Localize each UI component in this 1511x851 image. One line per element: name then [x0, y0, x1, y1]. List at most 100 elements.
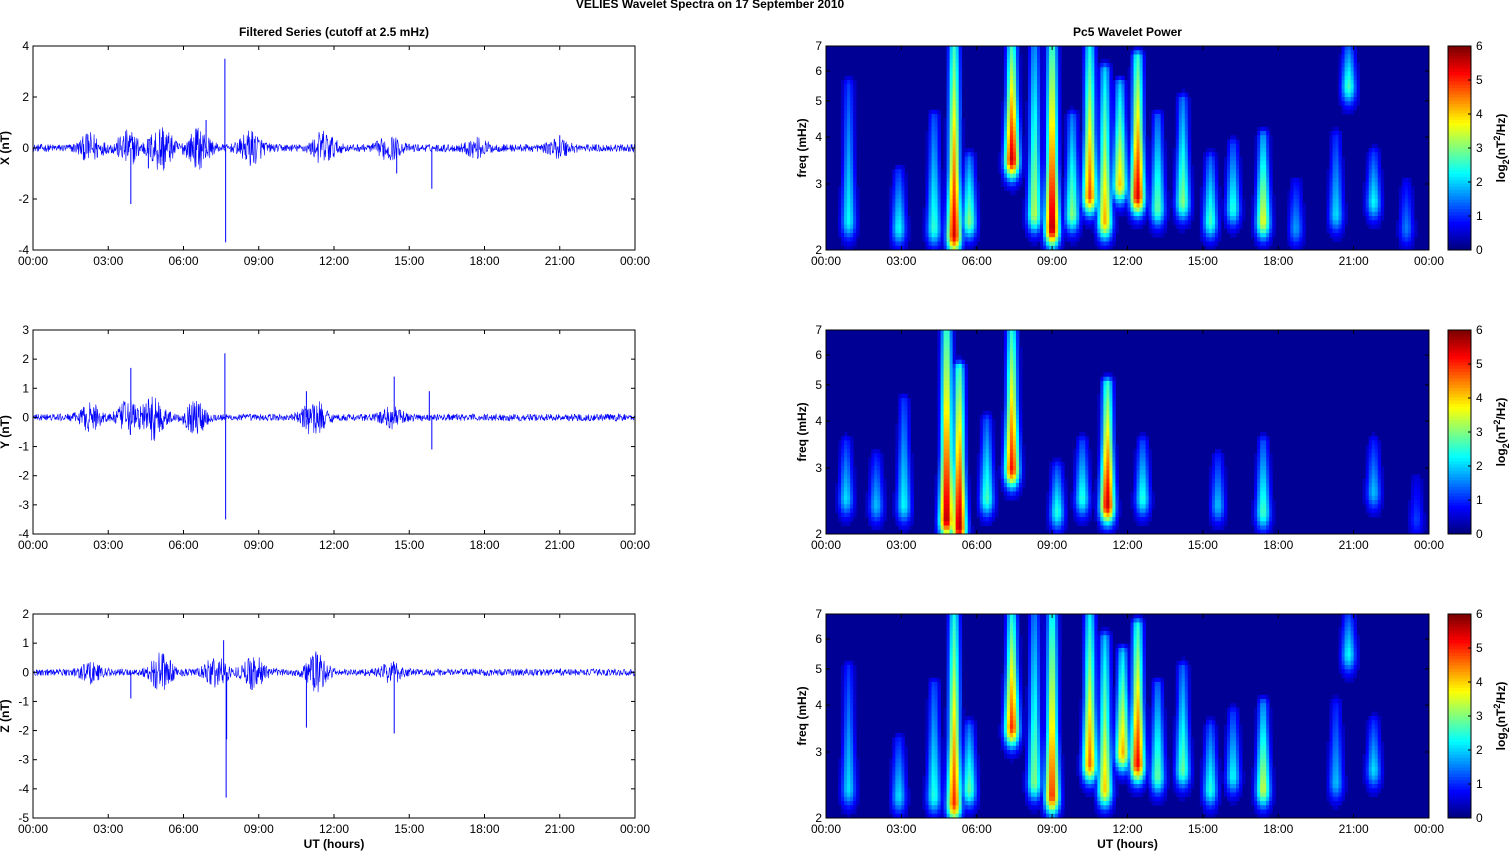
power-cell — [847, 203, 851, 208]
power-cell — [1145, 199, 1150, 204]
power-cell — [1266, 186, 1270, 191]
power-cell — [1012, 58, 1017, 64]
power-cell — [1208, 241, 1213, 247]
power-cell — [1142, 152, 1146, 157]
power-cell — [946, 88, 951, 94]
power-cell — [1043, 50, 1047, 55]
power-cell — [1338, 220, 1342, 225]
power-cell — [1269, 199, 1273, 204]
power-cell — [1326, 169, 1330, 174]
power-cell — [1350, 50, 1355, 55]
power-cell — [1332, 199, 1336, 204]
power-cell — [1335, 207, 1339, 213]
power-cell — [1015, 58, 1020, 64]
power-cell — [898, 393, 902, 399]
power-cell — [952, 330, 957, 335]
power-cell — [1115, 109, 1119, 115]
power-cell — [1076, 177, 1080, 183]
power-cell — [847, 118, 851, 123]
power-cell — [1018, 385, 1023, 390]
power-cell — [1070, 186, 1074, 191]
power-cell — [850, 143, 854, 149]
power-cell — [895, 245, 899, 251]
power-cell — [943, 203, 948, 208]
power-cell — [1353, 92, 1358, 98]
power-cell — [1073, 131, 1077, 136]
power-cell — [1070, 118, 1074, 123]
power-cell — [1236, 182, 1240, 187]
power-cell — [1136, 199, 1140, 204]
power-cell — [1344, 97, 1348, 102]
power-cell — [1091, 199, 1095, 204]
power-cell — [1142, 186, 1146, 191]
power-cell — [1335, 224, 1339, 230]
power-cell — [952, 152, 957, 157]
power-cell — [904, 228, 908, 234]
power-cell — [928, 177, 932, 183]
power-cell — [1338, 207, 1342, 213]
power-cell — [1362, 211, 1367, 217]
power-cell — [1052, 122, 1056, 128]
power-cell — [955, 92, 960, 98]
power-cell — [1061, 237, 1065, 242]
power-cell — [853, 203, 857, 208]
power-cell — [1296, 224, 1300, 230]
power-cell — [1094, 92, 1098, 98]
power-cell — [1015, 143, 1020, 149]
power-cell — [1103, 423, 1107, 429]
power-cell — [1329, 131, 1333, 136]
power-cell — [1094, 199, 1098, 204]
power-cell — [961, 122, 966, 128]
power-cell — [1009, 58, 1014, 64]
power-cell — [1112, 131, 1116, 136]
power-cell — [1006, 152, 1011, 157]
colorbar-swatch — [1448, 243, 1471, 248]
power-cell — [1043, 109, 1047, 115]
power-cell — [1178, 160, 1183, 166]
power-cell — [928, 199, 932, 204]
y-tick-label: 4 — [22, 39, 29, 53]
power-cell — [907, 220, 911, 225]
power-cell — [1031, 126, 1035, 132]
power-cell — [1133, 46, 1137, 51]
power-cell — [1058, 114, 1062, 119]
power-cell — [1055, 169, 1059, 174]
power-cell — [1142, 156, 1146, 162]
power-cell — [1037, 216, 1041, 221]
power-cell — [1055, 139, 1059, 145]
power-cell — [952, 54, 957, 60]
power-cell — [1407, 220, 1412, 225]
x-tick-label: 00:00 — [18, 822, 48, 836]
power-cell — [1404, 182, 1409, 187]
power-cell — [1142, 173, 1146, 179]
power-cell — [949, 347, 954, 352]
power-cell — [1085, 84, 1089, 89]
power-cell — [1154, 216, 1159, 221]
power-cell — [1172, 207, 1177, 213]
power-cell — [952, 338, 957, 344]
power-cell — [937, 385, 941, 390]
power-cell — [1109, 131, 1113, 136]
power-cell — [1009, 152, 1014, 157]
power-cell — [1172, 177, 1177, 183]
power-cell — [1151, 207, 1156, 213]
power-cell — [1184, 97, 1189, 102]
power-cell — [1254, 148, 1258, 153]
power-cell — [1076, 126, 1080, 132]
power-cell — [1046, 75, 1050, 81]
power-cell — [943, 364, 948, 369]
power-cell — [895, 216, 899, 221]
power-cell — [898, 165, 902, 170]
power-cell — [955, 398, 960, 403]
power-cell — [1046, 152, 1050, 157]
power-cell — [940, 224, 944, 230]
power-cell — [1070, 224, 1074, 230]
power-cell — [1335, 233, 1339, 238]
power-cell — [1006, 58, 1011, 64]
power-cell — [1344, 58, 1348, 64]
power-cell — [1269, 152, 1273, 157]
power-cell — [1175, 97, 1180, 102]
power-cell — [1136, 177, 1140, 183]
power-cell — [1100, 92, 1104, 98]
power-cell — [940, 355, 944, 361]
